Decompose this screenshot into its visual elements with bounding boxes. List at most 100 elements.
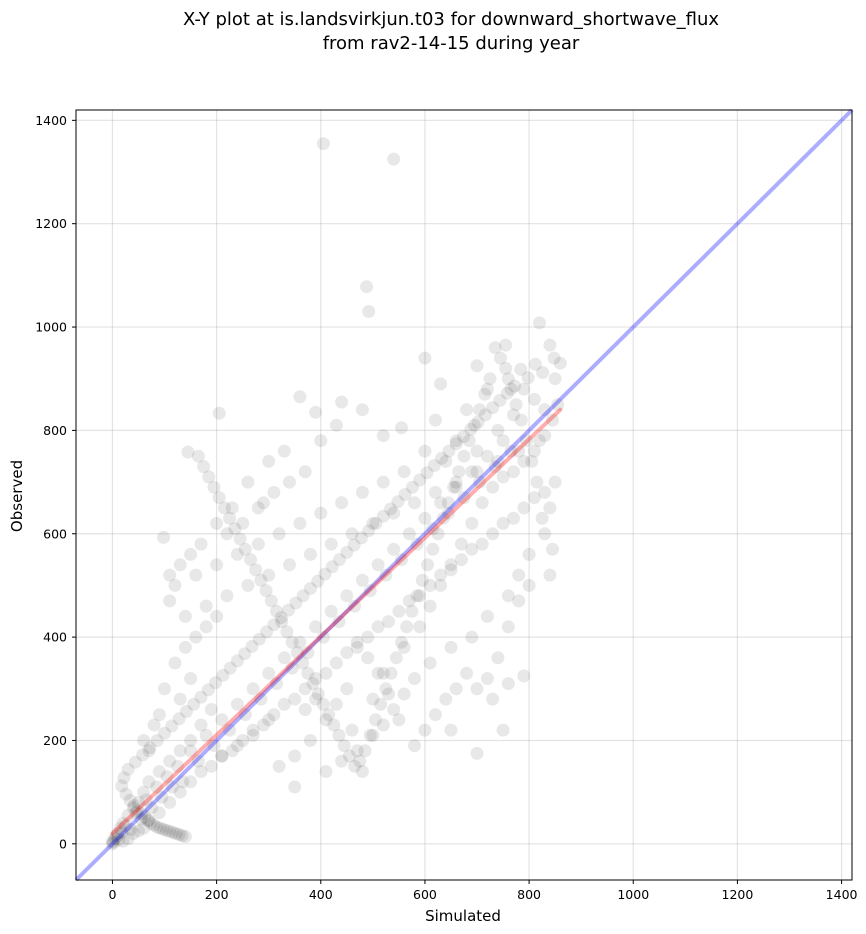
data-point: [486, 527, 500, 541]
data-point: [496, 434, 510, 448]
data-point: [418, 351, 432, 365]
data-point: [486, 692, 500, 706]
data-point: [173, 692, 187, 706]
data-point: [241, 475, 255, 489]
data-point: [324, 604, 338, 618]
data-point: [439, 692, 453, 706]
data-point: [199, 599, 213, 613]
data-point: [137, 821, 151, 835]
data-point: [259, 584, 273, 598]
data-point: [362, 305, 376, 318]
data-point: [423, 578, 437, 592]
data-point: [163, 796, 177, 809]
data-point: [426, 522, 440, 536]
data-point: [293, 635, 307, 649]
data-point: [379, 682, 393, 696]
data-point: [285, 661, 299, 675]
data-point: [142, 814, 156, 828]
data-point: [470, 444, 484, 458]
data-point: [431, 527, 445, 541]
data-point: [366, 728, 380, 742]
data-point: [494, 351, 507, 365]
data-point: [504, 382, 518, 396]
data-point: [165, 780, 179, 794]
data-point: [106, 834, 119, 848]
data-point: [347, 538, 361, 552]
data-point: [329, 697, 343, 711]
data-point: [163, 754, 177, 768]
data-point: [187, 697, 201, 711]
x-tick-label: 0: [108, 887, 116, 902]
data-point: [538, 429, 552, 443]
data-point: [415, 573, 429, 587]
data-point: [355, 573, 369, 587]
data-point: [153, 821, 167, 835]
data-point: [376, 475, 390, 489]
data-point: [230, 547, 244, 561]
data-point: [366, 692, 380, 706]
data-point: [340, 545, 354, 559]
data-point: [536, 366, 550, 379]
data-point: [128, 755, 142, 769]
data-point: [194, 690, 208, 704]
data-point: [444, 723, 458, 737]
chart-title-line2: from rav2-14-15 during year: [323, 33, 580, 54]
data-point: [454, 553, 468, 567]
data-point: [257, 718, 270, 732]
data-point: [447, 480, 461, 494]
data-point: [329, 656, 343, 670]
data-point: [387, 703, 401, 716]
data-point: [512, 568, 526, 582]
data-point: [546, 542, 559, 556]
data-point: [501, 620, 515, 634]
data-point: [316, 697, 330, 711]
data-point: [423, 599, 437, 613]
data-point: [147, 718, 161, 732]
data-point: [543, 568, 557, 582]
data-point: [348, 759, 362, 773]
data-point: [527, 444, 541, 458]
data-point: [361, 651, 375, 665]
data-point: [212, 491, 226, 505]
data-point: [116, 834, 130, 848]
data-point: [150, 820, 164, 834]
data-point: [181, 445, 195, 459]
data-point: [335, 395, 349, 409]
data-point: [397, 465, 411, 479]
data-point: [309, 672, 323, 685]
data-point: [376, 718, 390, 732]
data-point: [405, 604, 419, 618]
x-axis-label: Simulated: [425, 907, 501, 925]
data-point: [538, 403, 552, 417]
data-point: [410, 589, 424, 603]
data-point: [467, 418, 481, 432]
data-point: [363, 728, 377, 742]
data-point: [499, 361, 513, 375]
data-point: [465, 516, 479, 530]
data-point: [392, 713, 406, 727]
data-point: [194, 765, 208, 778]
data-point: [199, 620, 213, 634]
x-axis-ticks: 0 200 400 600 800 1000 1200 1400: [108, 880, 858, 902]
data-point: [264, 594, 278, 608]
data-point: [210, 516, 224, 530]
data-point: [163, 594, 177, 608]
data-point: [236, 734, 250, 747]
data-point: [314, 434, 328, 448]
data-point: [241, 578, 255, 592]
data-point: [132, 796, 145, 809]
data-point: [127, 799, 141, 813]
data-point: [371, 620, 385, 634]
data-point: [289, 596, 303, 610]
data-point: [470, 465, 484, 479]
data-point: [441, 506, 455, 520]
data-point: [230, 739, 244, 753]
data-point: [225, 501, 239, 515]
data-point: [491, 651, 505, 665]
data-point: [405, 480, 419, 494]
y-tick-label: 400: [43, 630, 67, 645]
data-point: [345, 723, 359, 737]
data-point: [260, 625, 274, 639]
data-point: [147, 818, 161, 832]
